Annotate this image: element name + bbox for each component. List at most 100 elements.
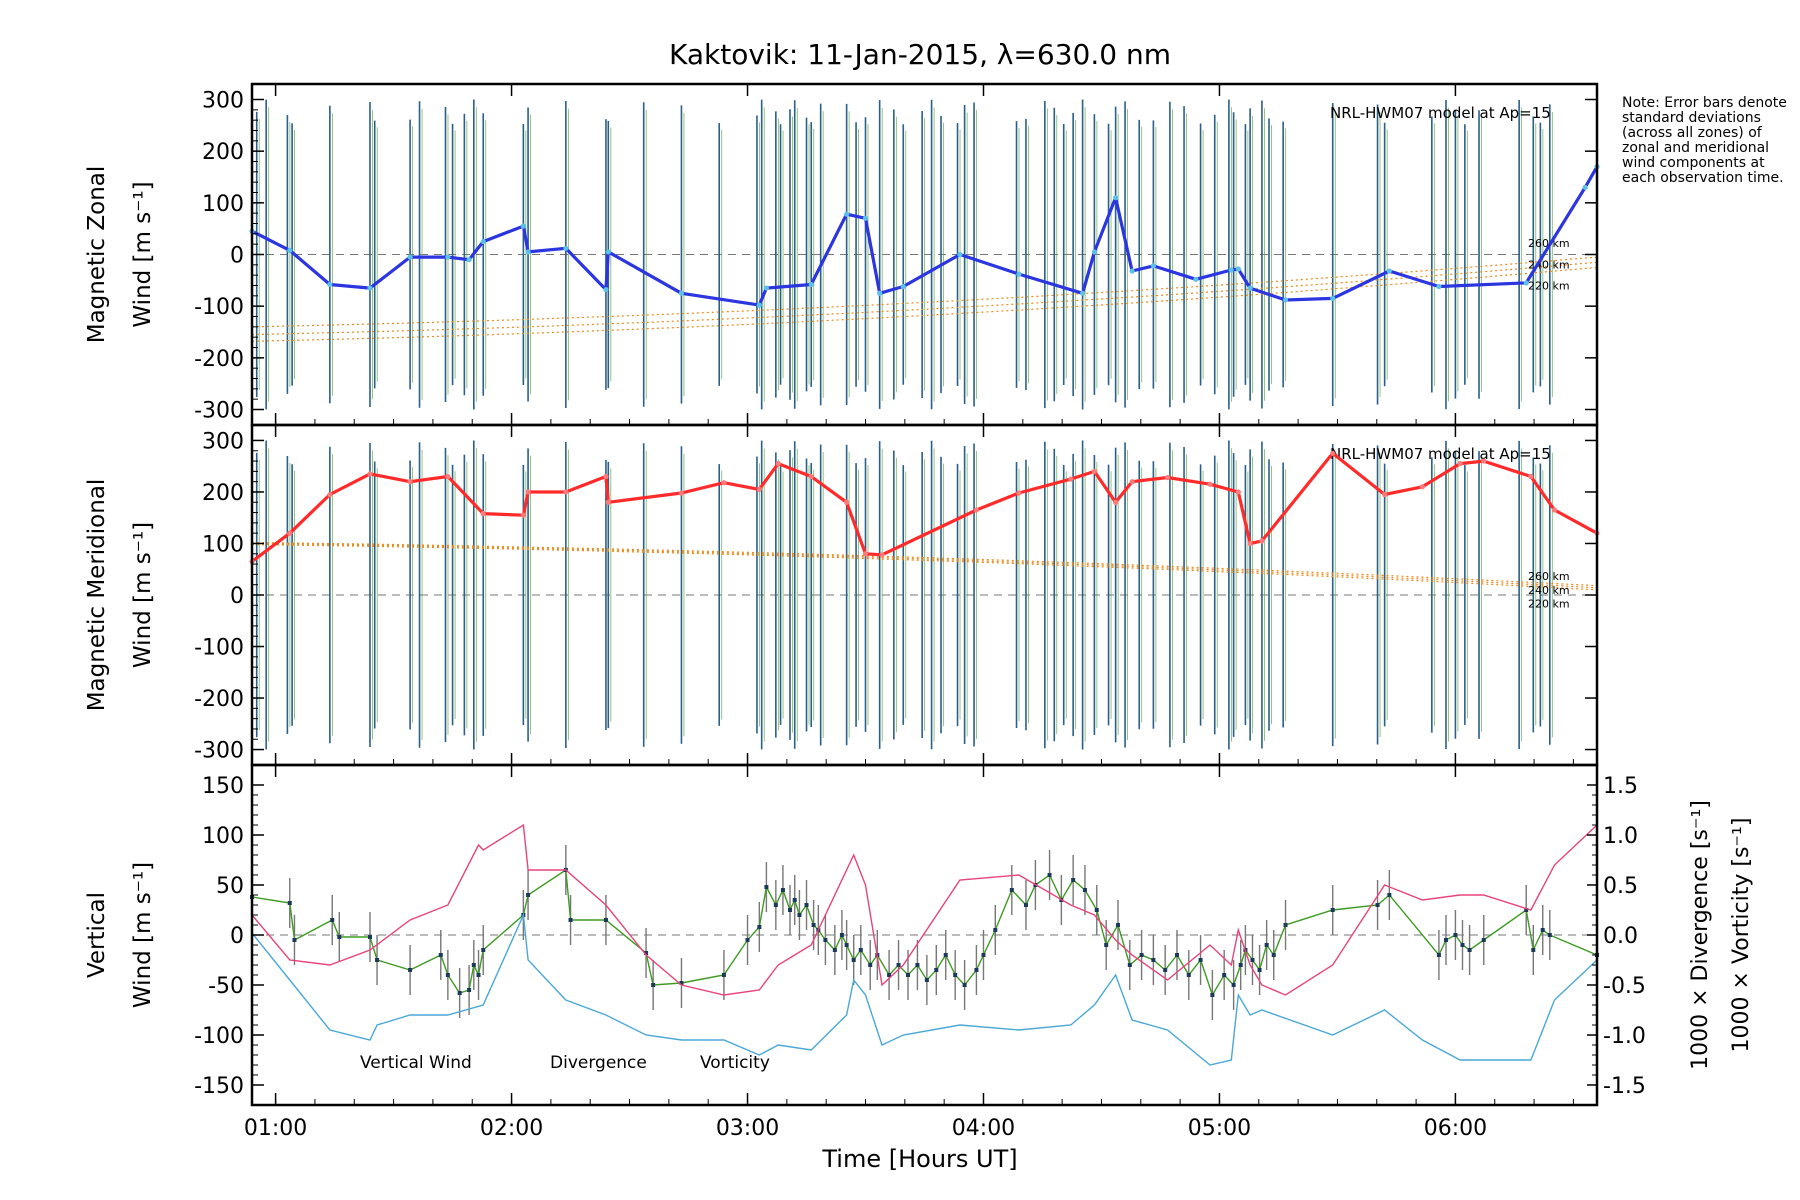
vertical-wind-point-39 <box>851 958 856 962</box>
y-tick-label-zonal-4: 100 <box>202 192 244 217</box>
vertical-wind-point-82 <box>1330 908 1335 912</box>
right-tick-label-3: 0.0 <box>1603 924 1638 949</box>
data-point-zonal-27 <box>1150 263 1156 269</box>
vertical-wind-point-41 <box>868 963 873 967</box>
vertical-wind-point-2 <box>292 938 297 942</box>
x-tick-label-1: 02:00 <box>480 1116 543 1141</box>
vertical-wind-point-84 <box>1387 893 1392 897</box>
data-point-zonal-30 <box>1235 266 1241 272</box>
vertical-wind-point-80 <box>1271 953 1276 957</box>
vertical-wind-point-40 <box>858 948 863 952</box>
vertical-wind-point-60 <box>1071 878 1076 882</box>
model-curve-meridional-260km <box>251 543 1598 591</box>
vertical-wind-point-21 <box>651 983 656 987</box>
data-point-zonal-4 <box>407 254 413 260</box>
data-point-zonal-31 <box>1247 285 1253 291</box>
data-point-meridional-22 <box>1068 476 1074 482</box>
x-axis-label: Time [Hours UT] <box>821 1145 1017 1173</box>
vertical-wind-point-93 <box>1540 928 1545 932</box>
data-point-zonal-22 <box>1016 271 1022 277</box>
vertical-wind-point-26 <box>764 885 769 889</box>
data-point-zonal-10 <box>563 245 569 251</box>
data-point-meridional-8 <box>525 489 531 495</box>
right-tick-label-2: -0.5 <box>1603 974 1646 999</box>
vertical-wind-point-70 <box>1186 973 1191 977</box>
y-axis-label-zonal-line2: Wind [m s⁻¹] <box>130 181 156 327</box>
data-point-zonal-36 <box>1523 280 1529 286</box>
data-point-meridional-18 <box>862 551 869 557</box>
model-label-zonal: NRL-HWM07 model at Ap=15 <box>1330 104 1551 122</box>
vertical-wind-point-62 <box>1094 908 1099 912</box>
vertical-wind-point-12 <box>471 963 476 967</box>
vertical-wind-point-72 <box>1210 993 1215 997</box>
right-tick-label-1: -1.0 <box>1603 1024 1646 1049</box>
data-point-meridional-13 <box>721 480 727 486</box>
y-tick-label-vertical-3: 0 <box>230 924 244 949</box>
vertical-wind-point-51 <box>962 983 967 987</box>
data-point-meridional-5 <box>445 473 451 480</box>
y-tick-label-meridional-3: 0 <box>230 584 244 609</box>
vertical-wind-point-3 <box>330 918 335 922</box>
vertical-wind-point-43 <box>887 973 892 977</box>
data-point-meridional-34 <box>1457 461 1463 467</box>
data-point-meridional-32 <box>1382 491 1388 498</box>
y-axis-label-vertical-line2: Wind [m s⁻¹] <box>130 862 156 1008</box>
vertical-wind-point-44 <box>896 963 901 967</box>
y-tick-label-meridional-6: 300 <box>202 429 244 454</box>
series-line-divergence <box>251 912 1598 1066</box>
vertical-wind-point-16 <box>526 893 531 897</box>
vertical-wind-point-30 <box>792 898 797 902</box>
right-tick-label-4: 0.5 <box>1603 874 1638 899</box>
vertical-wind-point-50 <box>953 973 958 977</box>
y-tick-label-vertical-0: -150 <box>194 1074 244 1099</box>
data-point-meridional-19 <box>879 552 885 558</box>
vertical-wind-point-61 <box>1082 888 1087 892</box>
data-point-meridional-1 <box>287 530 293 536</box>
vertical-wind-point-49 <box>943 953 948 957</box>
vertical-wind-point-75 <box>1238 963 1243 967</box>
vertical-wind-point-28 <box>780 888 785 892</box>
vertical-wind-point-33 <box>811 923 816 927</box>
chart-title: Kaktovik: 11-Jan-2015, λ=630.0 nm <box>669 38 1171 71</box>
y-tick-label-meridional-1: -200 <box>194 687 244 712</box>
vertical-wind-point-14 <box>481 948 486 952</box>
y-axis-label-meridional-line1: Magnetic Meridional <box>84 479 110 712</box>
vertical-wind-point-74 <box>1231 983 1236 987</box>
vertical-wind-point-58 <box>1047 873 1052 877</box>
data-point-meridional-9 <box>563 489 569 495</box>
vertical-wind-point-66 <box>1139 953 1144 957</box>
y-tick-label-zonal-5: 200 <box>202 140 244 165</box>
vertical-wind-point-31 <box>797 913 802 917</box>
y-tick-label-meridional-5: 200 <box>202 481 244 506</box>
data-point-meridional-10 <box>603 473 609 480</box>
x-tick-label-3: 04:00 <box>952 1116 1015 1141</box>
y-tick-label-meridional-2: -100 <box>194 636 244 661</box>
model-curve-meridional-220km <box>251 541 1598 587</box>
vertical-wind-point-10 <box>457 991 462 995</box>
error-bar-note: Note: Error bars denote standard deviati… <box>1622 95 1787 186</box>
data-point-zonal-12 <box>605 249 611 255</box>
vertical-wind-point-37 <box>839 933 844 937</box>
vertical-wind-point-56 <box>1023 903 1028 907</box>
data-point-meridional-36 <box>1528 473 1534 480</box>
model-altitude-label-meridional-2: 220 km <box>1528 598 1570 611</box>
vertical-wind-point-46 <box>915 963 920 967</box>
vertical-wind-point-63 <box>1104 943 1109 947</box>
vertical-wind-point-45 <box>905 973 910 977</box>
vertical-wind-point-92 <box>1531 948 1536 952</box>
legend-item-1: Divergence <box>550 1053 647 1073</box>
data-point-zonal-29 <box>1228 267 1234 273</box>
y-tick-label-vertical-1: -100 <box>194 1024 244 1049</box>
data-point-meridional-25 <box>1129 479 1135 485</box>
y-tick-label-zonal-3: 0 <box>230 244 244 269</box>
data-point-zonal-17 <box>844 211 850 217</box>
vertical-wind-point-35 <box>823 938 828 942</box>
vertical-wind-point-7 <box>408 968 413 972</box>
data-point-zonal-14 <box>756 302 762 308</box>
vertical-wind-point-73 <box>1222 973 1227 977</box>
data-point-meridional-17 <box>844 499 850 505</box>
right-axis-label-divergence: 1000 × Divergence [s⁻¹] <box>1688 800 1713 1070</box>
data-point-zonal-8 <box>520 223 526 229</box>
vertical-wind-point-68 <box>1163 968 1168 972</box>
data-point-meridional-21 <box>1016 490 1022 496</box>
